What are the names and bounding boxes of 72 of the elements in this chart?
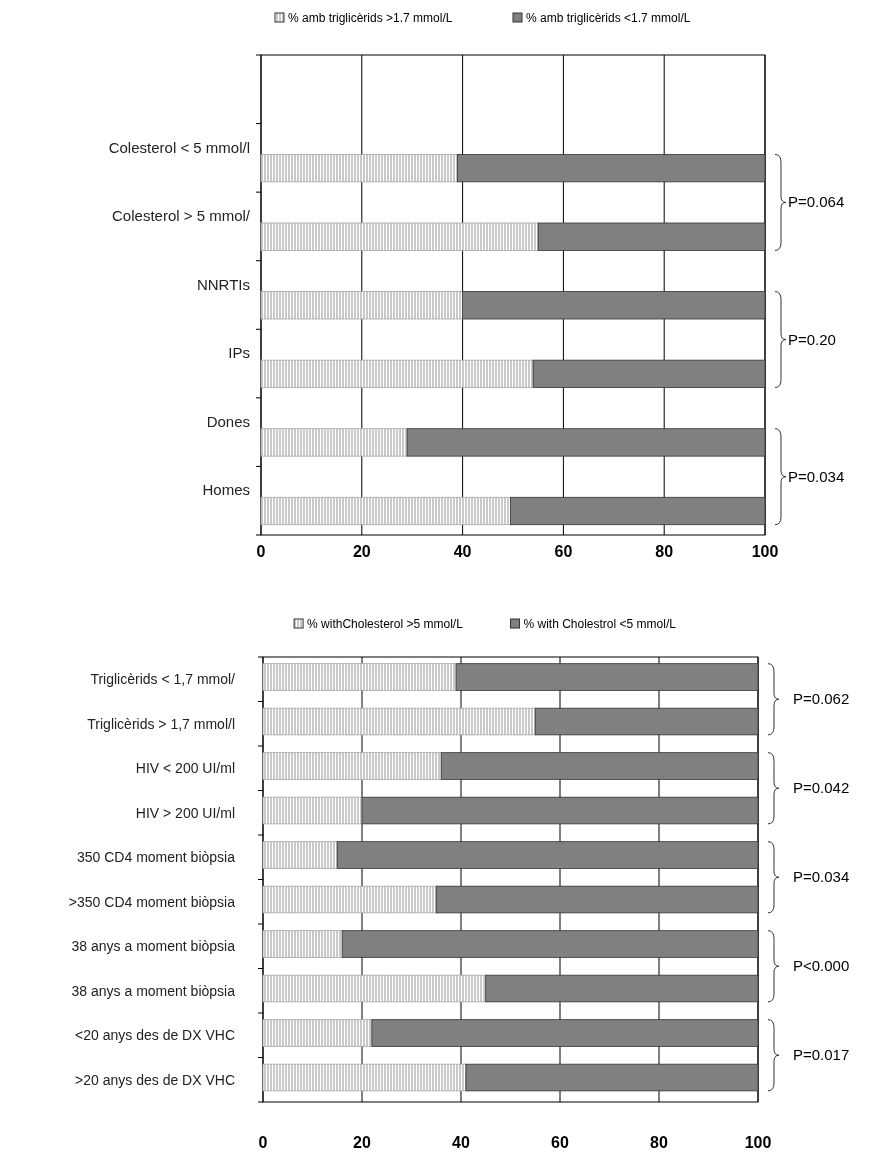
text: P=0.20 [788, 330, 836, 348]
bar [510, 496, 766, 526]
bar [260, 496, 511, 526]
bar [260, 359, 534, 388]
bar [262, 663, 457, 691]
bar [371, 1019, 759, 1047]
y-tick-label: HIV > 200 UI/ml [135, 804, 235, 821]
x-tick-label: 20 [352, 543, 371, 560]
bar [457, 154, 766, 183]
y-tick-label: Colesterol > 5 mmol/ [112, 207, 251, 225]
legend-label: % amb triglicèrids >1.7 mmol/L [288, 11, 453, 25]
y-tick-label: <20 anys des de DX VHC [75, 1027, 235, 1044]
y-tick-label: Dones [206, 412, 250, 430]
y-tick-label: 350 CD4 moment biòpsia [77, 849, 236, 866]
y-tick-label: Colesterol < 5 mmol/l [108, 138, 250, 156]
text: P=0.034 [788, 467, 845, 485]
x-tick-label: 80 [655, 543, 674, 560]
bar [262, 841, 338, 869]
bar [537, 222, 766, 251]
bar [341, 930, 759, 958]
x-tick-label: 0 [256, 543, 266, 560]
bar [262, 707, 536, 736]
y-tick-label: Homes [202, 481, 250, 499]
bar [465, 1063, 759, 1092]
bar [262, 885, 437, 914]
bar [462, 291, 766, 320]
x-tick-label: 20 [353, 1134, 371, 1151]
y-tick-label: 38 anys a moment biòpsia [71, 982, 236, 999]
text: P<0.000 [793, 957, 850, 975]
text: P=0.064 [788, 193, 845, 211]
bar [361, 796, 759, 825]
y-tick-label: Triglicèrids > 1,7 mmol/l [87, 715, 235, 732]
bar [435, 885, 759, 914]
x-tick-label: 100 [744, 1134, 772, 1151]
x-tick-label: 80 [650, 1134, 668, 1151]
text: P=0.017 [793, 1046, 850, 1064]
y-tick-label: >20 anys des de DX VHC [75, 1071, 235, 1088]
bar [262, 1019, 373, 1047]
bar [262, 796, 363, 825]
bar [260, 291, 463, 320]
x-tick-label: 40 [452, 1134, 470, 1151]
text: P=0.034 [793, 868, 850, 886]
y-tick-label: NNRTIs [196, 275, 250, 293]
legend-label: % amb triglicèrids <1.7 mmol/L [526, 11, 691, 25]
text: P=0.042 [793, 779, 850, 797]
x-tick-label: 100 [751, 543, 779, 560]
y-tick-label: HIV < 200 UI/ml [135, 760, 235, 777]
bar [262, 930, 343, 958]
bar [262, 1063, 467, 1092]
legend-label: % withCholesterol >5 mmol/L [307, 617, 464, 631]
x-tick-label: 0 [258, 1134, 268, 1151]
bar [485, 974, 759, 1003]
bar [406, 428, 766, 457]
y-tick-label: 38 anys a moment biòpsia [71, 938, 236, 955]
legend-label: % with Cholestrol <5 mmol/L [523, 617, 677, 631]
bar [336, 841, 759, 869]
bar [260, 428, 408, 457]
y-tick-label: >350 CD4 moment biòpsia [68, 893, 236, 910]
bar [260, 222, 539, 251]
bar [532, 359, 766, 388]
x-tick-label: 60 [554, 543, 573, 560]
bar [262, 752, 442, 780]
x-tick-label: 60 [551, 1134, 569, 1151]
bar [440, 752, 759, 780]
x-tick-label: 40 [453, 543, 472, 560]
bar [455, 663, 759, 691]
y-tick-label: IPs [228, 344, 250, 362]
bar [262, 974, 487, 1003]
bar [534, 707, 759, 736]
y-tick-label: Triglicèrids < 1,7 mmol/ [90, 671, 236, 688]
text: P=0.062 [793, 690, 850, 708]
bar [260, 154, 458, 183]
